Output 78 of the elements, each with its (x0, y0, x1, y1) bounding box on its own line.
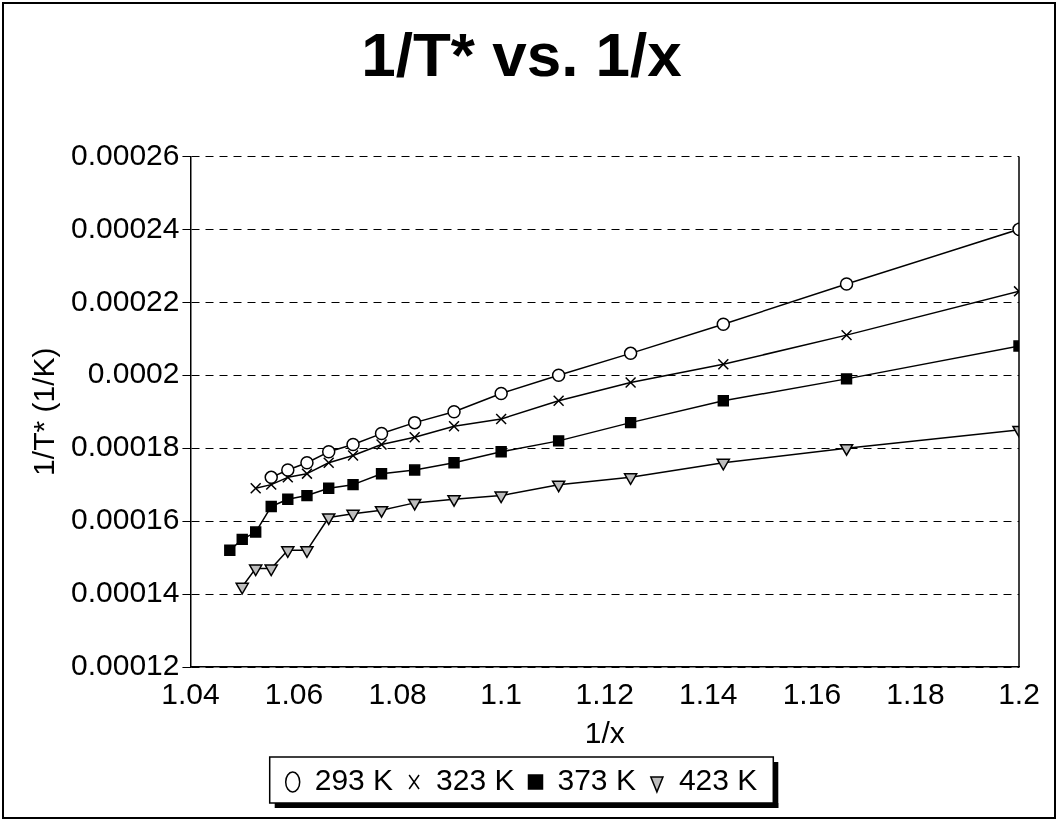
point (716, 317, 731, 331)
legend-label: 423 K (678, 763, 758, 797)
point (448, 420, 460, 432)
point (280, 546, 295, 559)
x-tick-label: 1.14 (679, 677, 738, 711)
point (408, 464, 421, 476)
y-tick-label: 0.00016 (70, 502, 180, 536)
x-tick-label: 1.16 (782, 677, 842, 711)
point (347, 449, 359, 462)
point (323, 482, 335, 494)
point (300, 546, 314, 559)
legend-label: 373 K (557, 763, 636, 797)
point (494, 386, 508, 401)
point (717, 395, 730, 407)
point (375, 438, 388, 451)
point (374, 426, 389, 441)
point (347, 478, 359, 491)
point (235, 582, 250, 595)
point (623, 473, 638, 486)
legend-label: 323 K (436, 763, 515, 797)
point (321, 513, 336, 526)
point (495, 413, 507, 425)
x-tick-label: 1.12 (575, 677, 634, 711)
y-tick-label: 0.00024 (70, 210, 180, 244)
point (447, 494, 461, 507)
point (839, 277, 854, 291)
point (408, 431, 421, 443)
point (839, 443, 854, 456)
point (300, 456, 314, 470)
y-tick-label: 0.00022 (70, 283, 180, 317)
x-tick-label: 1.1 (480, 677, 523, 711)
point (301, 489, 313, 502)
x-axis-title: 1/x (584, 716, 625, 750)
point (374, 505, 389, 518)
point (321, 445, 336, 459)
point (301, 468, 313, 480)
point (346, 437, 360, 452)
point (552, 395, 565, 407)
x-tick-label: 1.06 (264, 677, 324, 711)
y-tick-label: 0.00014 (70, 575, 180, 609)
point (623, 346, 638, 361)
point (551, 368, 566, 382)
point (249, 526, 262, 538)
point (282, 493, 294, 505)
point (249, 482, 262, 494)
x-tick-label: 1.2 (998, 677, 1040, 711)
x-tick-label: 1.08 (368, 677, 427, 711)
point (264, 564, 279, 577)
chart-title: 1/T* vs. 1/x (361, 20, 683, 90)
point (552, 435, 565, 447)
point (717, 358, 730, 370)
point (624, 416, 637, 429)
point (840, 373, 853, 385)
point (716, 458, 731, 471)
point (447, 404, 461, 419)
legend-label: 293 K (314, 763, 394, 797)
point (624, 376, 637, 389)
point (281, 463, 295, 477)
y-axis-title: 1/T* (1/K) (27, 347, 61, 476)
y-tick-label: 0.0002 (87, 356, 180, 390)
point (265, 500, 277, 513)
point (375, 468, 388, 480)
point (551, 480, 566, 493)
point (840, 329, 853, 341)
point (323, 457, 335, 469)
x-tick-label: 1.18 (886, 677, 945, 711)
y-tick-label: 0.00026 (70, 137, 180, 171)
point (448, 457, 460, 469)
point (346, 509, 360, 522)
point (494, 491, 508, 504)
point (407, 415, 422, 430)
point (264, 470, 278, 485)
point (495, 446, 507, 458)
point (407, 498, 422, 511)
point (248, 564, 263, 577)
point (224, 544, 236, 556)
point (236, 533, 248, 546)
y-tick-label: 0.00018 (70, 429, 180, 463)
